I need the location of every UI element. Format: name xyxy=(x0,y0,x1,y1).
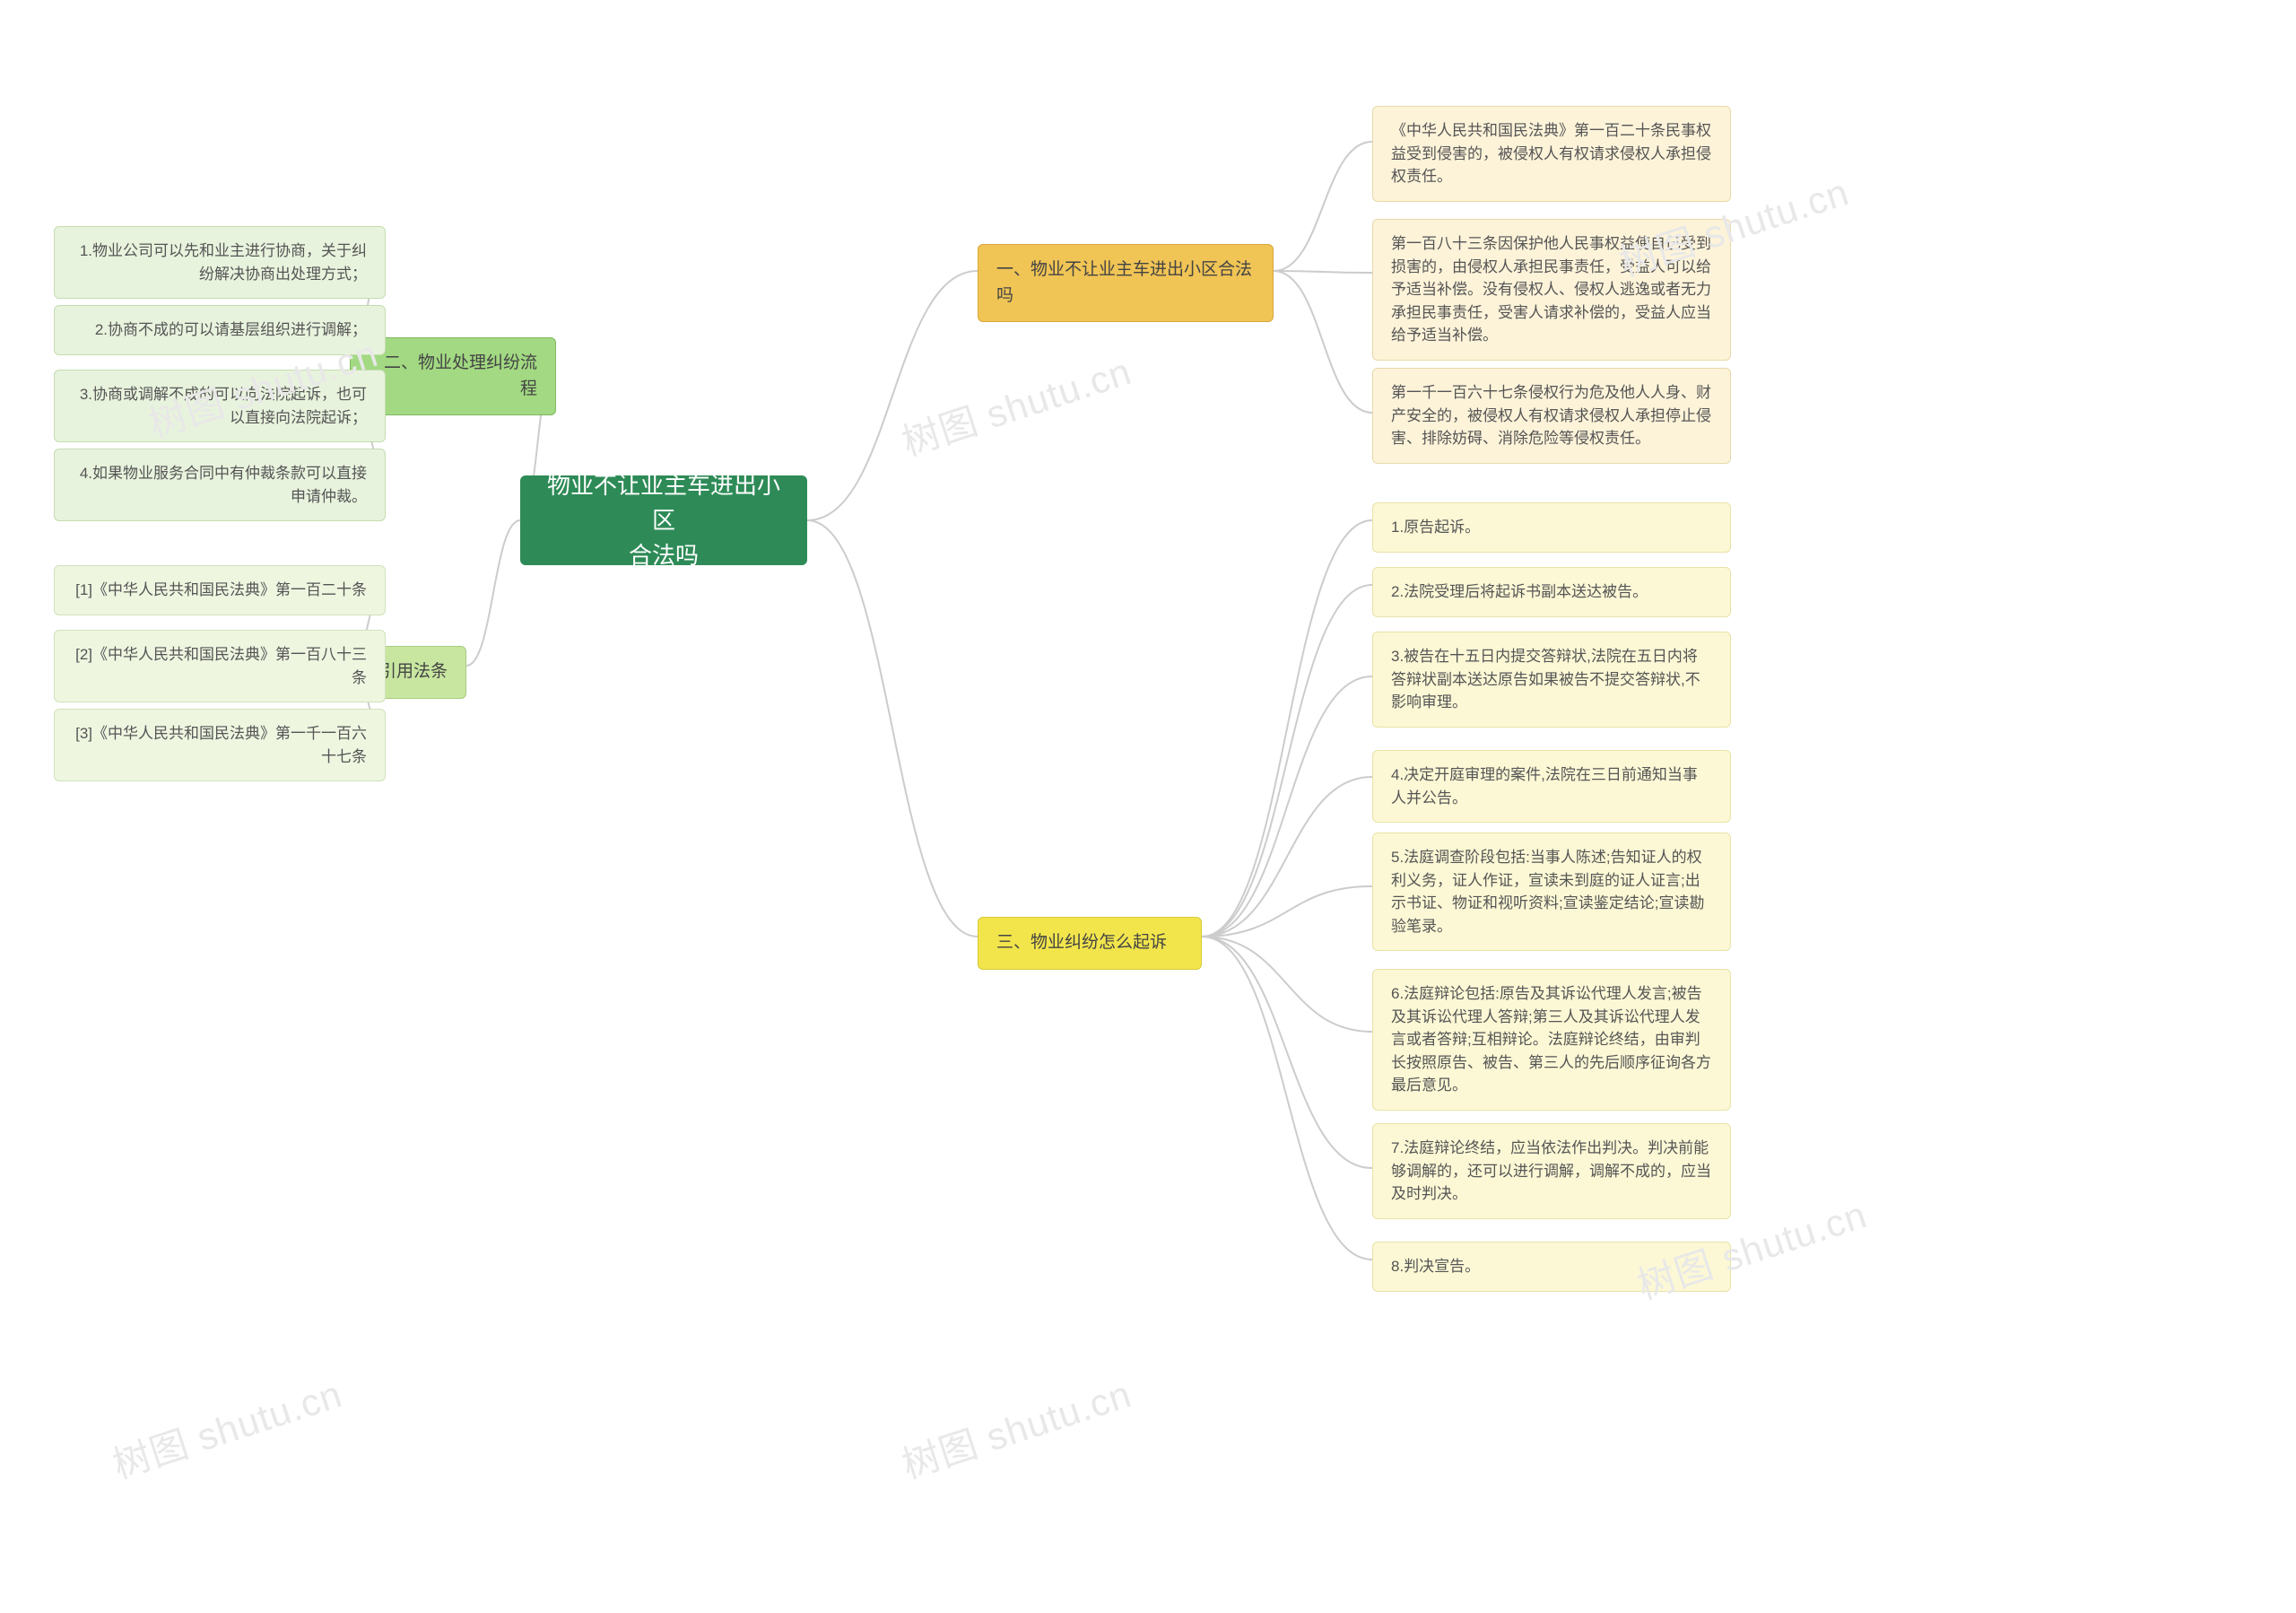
branch-label: 二、物业处理纠纷流程 xyxy=(369,351,537,402)
leaf-node: 8.判决宣告。 xyxy=(1372,1242,1731,1292)
watermark: 树图 shutu.cn xyxy=(894,341,1137,466)
root-label: 物业不让业主车进出小区 合法吗 xyxy=(547,468,780,573)
leaf-node: 《中华人民共和国民法典》第一百二十条民事权益受到侵害的，被侵权人有权请求侵权人承… xyxy=(1372,106,1731,202)
leaf-text: 3.协商或调解不成的可以向法院起诉，也可以直接向法院起诉； xyxy=(73,383,367,429)
leaf-node: 3.协商或调解不成的可以向法院起诉，也可以直接向法院起诉； xyxy=(54,370,386,442)
branch-label: 三、物业纠纷怎么起诉 xyxy=(996,930,1167,956)
root-node: 物业不让业主车进出小区 合法吗 xyxy=(520,475,807,565)
leaf-node: 第一千一百六十七条侵权行为危及他人人身、财产安全的，被侵权人有权请求侵权人承担停… xyxy=(1372,368,1731,464)
leaf-text: [1]《中华人民共和国民法典》第一百二十条 xyxy=(75,579,367,602)
leaf-text: 8.判决宣告。 xyxy=(1391,1255,1480,1278)
branch-b3: 三、物业纠纷怎么起诉 xyxy=(978,917,1202,970)
branch-b1: 一、物业不让业主车进出小区合法 吗 xyxy=(978,244,1274,322)
leaf-node: 4.如果物业服务合同中有仲裁条款可以直接申请仲裁。 xyxy=(54,449,386,521)
leaf-node: [1]《中华人民共和国民法典》第一百二十条 xyxy=(54,565,386,615)
leaf-text: 4.决定开庭审理的案件,法院在三日前通知当事人并公告。 xyxy=(1391,763,1712,809)
leaf-text: 《中华人民共和国民法典》第一百二十条民事权益受到侵害的，被侵权人有权请求侵权人承… xyxy=(1391,119,1712,188)
leaf-text: 3.被告在十五日内提交答辩状,法院在五日内将答辩状副本送达原告如果被告不提交答辩… xyxy=(1391,645,1712,714)
leaf-node: 3.被告在十五日内提交答辩状,法院在五日内将答辩状副本送达原告如果被告不提交答辩… xyxy=(1372,632,1731,728)
leaf-text: 4.如果物业服务合同中有仲裁条款可以直接申请仲裁。 xyxy=(73,462,367,508)
watermark: 树图 shutu.cn xyxy=(894,1364,1137,1489)
leaf-text: 6.法庭辩论包括:原告及其诉讼代理人发言;被告及其诉讼代理人答辩;第三人及其诉讼… xyxy=(1391,982,1712,1097)
leaf-text: 5.法庭调查阶段包括:当事人陈述;告知证人的权利义务，证人作证，宣读未到庭的证人… xyxy=(1391,846,1712,937)
leaf-node: 2.协商不成的可以请基层组织进行调解； xyxy=(54,305,386,355)
leaf-text: 第一百八十三条因保护他人民事权益使自己受到损害的，由侵权人承担民事责任，受益人可… xyxy=(1391,232,1712,347)
leaf-node: 4.决定开庭审理的案件,法院在三日前通知当事人并公告。 xyxy=(1372,750,1731,823)
leaf-node: [3]《中华人民共和国民法典》第一千一百六十七条 xyxy=(54,709,386,781)
leaf-text: 1.物业公司可以先和业主进行协商，关于纠纷解决协商出处理方式； xyxy=(73,240,367,285)
leaf-node: 第一百八十三条因保护他人民事权益使自己受到损害的，由侵权人承担民事责任，受益人可… xyxy=(1372,219,1731,361)
leaf-text: 1.原告起诉。 xyxy=(1391,516,1480,539)
leaf-node: 2.法院受理后将起诉书副本送达被告。 xyxy=(1372,567,1731,617)
leaf-node: 7.法庭辩论终结，应当依法作出判决。判决前能够调解的，还可以进行调解，调解不成的… xyxy=(1372,1123,1731,1219)
leaf-node: 6.法庭辩论包括:原告及其诉讼代理人发言;被告及其诉讼代理人答辩;第三人及其诉讼… xyxy=(1372,969,1731,1111)
leaf-text: [3]《中华人民共和国民法典》第一千一百六十七条 xyxy=(73,722,367,768)
branch-label: 引用法条 xyxy=(379,659,448,685)
leaf-text: 7.法庭辩论终结，应当依法作出判决。判决前能够调解的，还可以进行调解，调解不成的… xyxy=(1391,1137,1712,1206)
leaf-text: [2]《中华人民共和国民法典》第一百八十三条 xyxy=(73,643,367,689)
leaf-text: 第一千一百六十七条侵权行为危及他人人身、财产安全的，被侵权人有权请求侵权人承担停… xyxy=(1391,381,1712,450)
leaf-node: [2]《中华人民共和国民法典》第一百八十三条 xyxy=(54,630,386,702)
watermark: 树图 shutu.cn xyxy=(105,1364,348,1489)
leaf-node: 1.物业公司可以先和业主进行协商，关于纠纷解决协商出处理方式； xyxy=(54,226,386,299)
branch-label: 一、物业不让业主车进出小区合法 吗 xyxy=(996,257,1252,309)
leaf-text: 2.协商不成的可以请基层组织进行调解； xyxy=(95,318,367,342)
leaf-node: 5.法庭调查阶段包括:当事人陈述;告知证人的权利义务，证人作证，宣读未到庭的证人… xyxy=(1372,833,1731,951)
leaf-node: 1.原告起诉。 xyxy=(1372,502,1731,553)
leaf-text: 2.法院受理后将起诉书副本送达被告。 xyxy=(1391,580,1648,604)
